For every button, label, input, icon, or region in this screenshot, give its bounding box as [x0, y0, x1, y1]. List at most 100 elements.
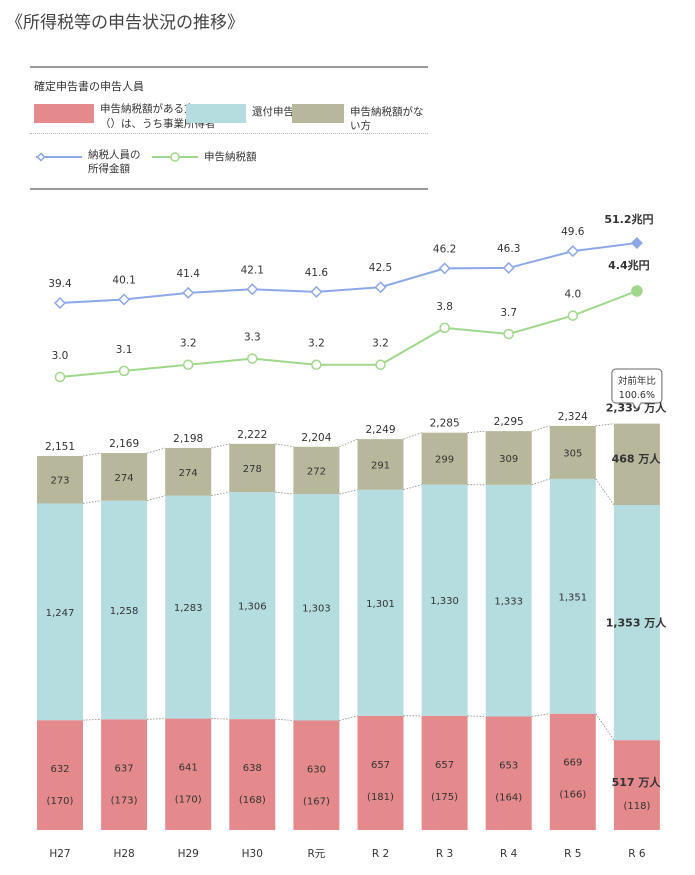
- label-business-3: (168): [239, 795, 266, 806]
- connector-7-1: [531, 478, 550, 486]
- connector-5-1: [403, 484, 422, 491]
- bar-with-tax-5: [357, 715, 404, 830]
- point-tax-2: [182, 359, 194, 370]
- line-label-tax-2: 3.2: [180, 338, 197, 350]
- line-label-income-0: 39.4: [48, 278, 72, 290]
- x-tick-4: R元: [308, 848, 326, 860]
- legend-heading: 確定申告書の申告人員: [34, 80, 144, 93]
- bar-with-tax-9: [613, 740, 660, 830]
- label-business-6: (175): [431, 792, 458, 803]
- bar-refund-1: [101, 500, 148, 720]
- point-tax-7: [503, 328, 514, 340]
- connector-4-0: [339, 715, 358, 721]
- connector-3-1: [275, 491, 294, 495]
- bar-refund-2: [165, 495, 212, 719]
- line-label-tax-3: 3.3: [244, 332, 261, 344]
- line-label-income-5: 42.5: [369, 262, 392, 274]
- label-no-tax-5: 291: [371, 460, 390, 471]
- point-tax-1: [118, 365, 130, 377]
- bar-refund-0: [37, 503, 83, 721]
- point-tax-6: [439, 322, 450, 334]
- point-tax-3: [247, 353, 258, 364]
- legend-line-tax-circle: [170, 152, 180, 162]
- legend-label-with-tax: 申告納税額がある方: [100, 103, 195, 115]
- label-no-tax-7: 309: [499, 454, 518, 465]
- point-income-2: [182, 286, 195, 299]
- label-refund-5: 1,301: [366, 599, 395, 610]
- label-no-tax-1: 274: [115, 473, 134, 484]
- label-refund-4: 1,303: [302, 603, 331, 614]
- label-with-tax-2: 641: [179, 763, 198, 774]
- label-with-tax-8: 669: [563, 758, 582, 769]
- bar-refund-4: [293, 494, 340, 721]
- label-with-tax-1: 637: [115, 763, 134, 774]
- connector-0-1: [82, 500, 102, 504]
- label-total-8: 2,324: [558, 411, 588, 423]
- connector-4-2: [339, 438, 358, 448]
- label-business-5: (181): [367, 792, 394, 803]
- bar-with-tax-8: [549, 713, 596, 830]
- callout-line1: 対前年比: [618, 375, 656, 387]
- label-no-tax-6: 299: [435, 455, 454, 466]
- legend-label-income: 納税人員の 所得金額: [88, 149, 141, 175]
- legend-label-tax: 申告納税額: [204, 151, 257, 163]
- label-business-0: (170): [47, 796, 74, 807]
- connector-8-0: [595, 713, 615, 741]
- x-tick-8: R 5: [564, 848, 581, 860]
- legend-line-income-marker: [36, 152, 82, 162]
- x-tick-6: R 3: [436, 848, 453, 860]
- label-refund-0: 1,247: [46, 608, 75, 619]
- label-total-5: 2,249: [365, 424, 395, 436]
- bar-no-tax-1: [101, 453, 148, 501]
- x-tick-0: H27: [49, 848, 70, 860]
- label-refund-3: 1,306: [238, 602, 267, 613]
- connector-2-0: [211, 718, 230, 720]
- label-business-7: (164): [495, 793, 522, 804]
- connector-8-2: [595, 423, 614, 427]
- label-business-2: (170): [175, 795, 202, 806]
- label-with-tax-9: 517 万人: [612, 775, 662, 789]
- line-label-income-7: 46.3: [497, 243, 520, 255]
- line-layer: [53, 236, 643, 383]
- label-refund-6: 1,330: [430, 596, 459, 607]
- x-tick-5: R 2: [372, 848, 389, 860]
- legend-label-refund: 還付申告: [252, 106, 294, 118]
- legend: 確定申告書の申告人員 申告納税額がある方 （）は、うち事業所得者 還付申告 申告…: [30, 66, 428, 190]
- legend-divider: [30, 133, 428, 134]
- point-income-1: [118, 293, 131, 306]
- label-business-9: (118): [623, 801, 650, 812]
- bar-no-tax-0: [37, 455, 83, 504]
- bar-refund-5: [357, 489, 404, 716]
- point-income-0: [53, 296, 67, 310]
- connector-3-2: [275, 443, 294, 448]
- point-income-4: [310, 285, 323, 298]
- label-refund-1: 1,258: [110, 606, 139, 617]
- connector-3-0: [275, 718, 294, 721]
- line-label-tax-5: 3.2: [372, 338, 389, 350]
- connector-8-1: [595, 478, 615, 506]
- connector-6-0: [467, 715, 486, 717]
- label-no-tax-0: 273: [50, 476, 69, 487]
- bar-layer: [37, 423, 660, 830]
- label-no-tax-4: 272: [307, 466, 326, 477]
- label-business-4: (167): [303, 797, 330, 808]
- legend-swatch-refund: [186, 104, 246, 123]
- line-label-income-6: 46.2: [433, 243, 456, 255]
- label-total-1: 2,169: [109, 438, 139, 450]
- label-no-tax-2: 274: [179, 468, 198, 479]
- label-no-tax-9: 468 万人: [612, 451, 662, 465]
- label-no-tax-3: 278: [243, 464, 262, 475]
- connector-1-0: [147, 718, 166, 720]
- bar-no-tax-9: [613, 423, 660, 505]
- x-tick-1: H28: [113, 848, 134, 860]
- line-label-income-2: 41.4: [177, 268, 201, 280]
- bar-no-tax-4: [293, 446, 340, 495]
- connector-6-2: [467, 430, 486, 434]
- point-income-9: [630, 236, 643, 250]
- line-label-income-9: 51.2兆円: [604, 212, 653, 226]
- bar-refund-9: [613, 504, 660, 741]
- line-label-tax-4: 3.2: [308, 338, 325, 350]
- bar-with-tax-6: [421, 715, 468, 830]
- bar-with-tax-0: [37, 720, 83, 830]
- line-label-income-1: 40.1: [112, 274, 135, 286]
